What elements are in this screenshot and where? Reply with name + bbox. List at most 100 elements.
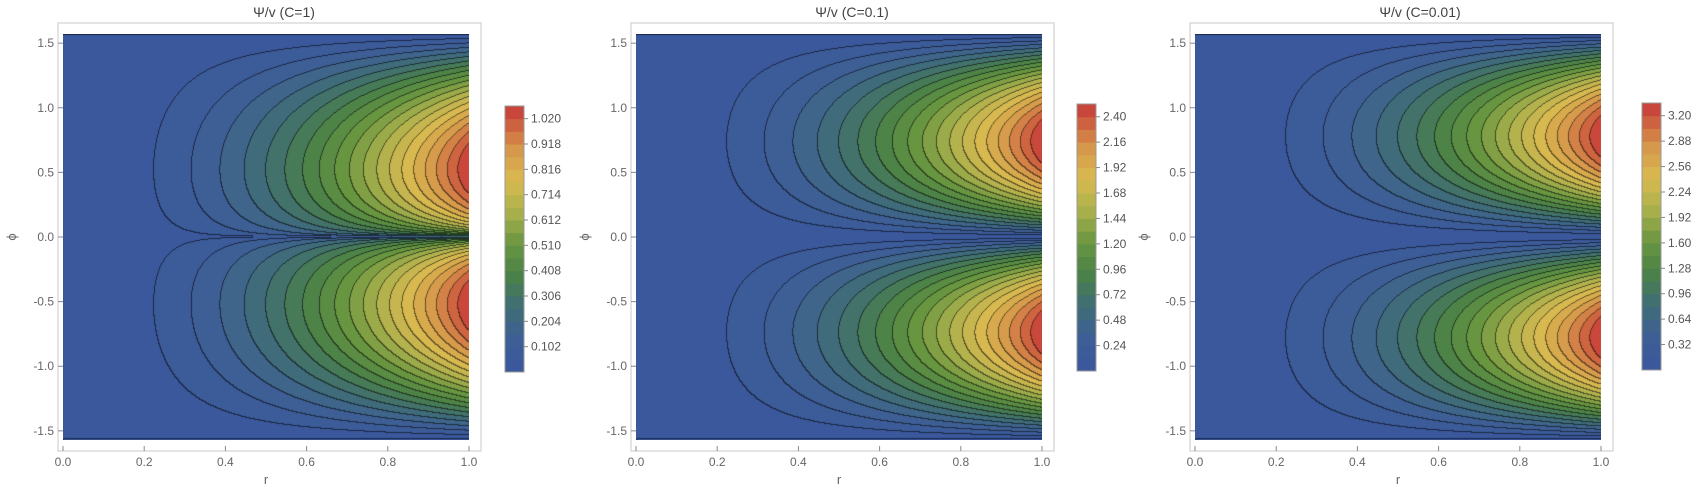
colorbar-band [505, 207, 524, 221]
colorbar-band [505, 258, 524, 272]
colorbar-band [505, 283, 524, 297]
y-tick-label: 0.5 [610, 165, 627, 179]
colorbar-band [1642, 141, 1661, 155]
colorbar-band [505, 359, 524, 373]
x-axis-label: r [837, 472, 842, 487]
colorbar-frame [1641, 102, 1662, 371]
colorbar-band [1077, 154, 1096, 169]
contour-field [63, 34, 469, 440]
x-tick-label: 0.6 [871, 455, 888, 469]
y-tick-label: -0.5 [606, 295, 627, 309]
colorbar-band [1642, 242, 1661, 257]
x-tick-label: 1.0 [1593, 455, 1610, 469]
y-tick-label: -1.0 [1165, 359, 1186, 373]
colorbar-band [505, 118, 524, 132]
y-tick-label: 0.0 [37, 230, 54, 244]
colorbar-tick-label: 0.32 [1668, 338, 1692, 352]
colorbar-band [1642, 179, 1661, 193]
colorbar-band [1642, 153, 1661, 168]
y-tick-label: -1.0 [606, 359, 627, 373]
colorbar-band [1077, 243, 1096, 258]
colorbar-tick-label: 0.408 [531, 264, 561, 278]
colorbar-band [1077, 231, 1096, 245]
colorbar-tick-label: 0.204 [531, 314, 561, 328]
y-axis-label: ϕ [1136, 233, 1151, 240]
y-axis: -1.5 -1.0 -0.5 0.0 0.5 1.0 1.5 [1165, 36, 1195, 438]
colorbar-band [505, 182, 524, 196]
colorbar-band [1642, 192, 1661, 206]
colorbar-tick-label: 0.96 [1668, 287, 1692, 301]
colorbar-tick-label: 0.306 [531, 289, 561, 303]
x-axis-label: r [1396, 472, 1401, 487]
y-tick-label: 1.0 [1169, 101, 1186, 115]
colorbar-band [1077, 129, 1096, 143]
colorbar-tick-label: 1.020 [531, 112, 561, 126]
colorbar-band [505, 321, 524, 335]
colorbar-tick-label: 0.24 [1103, 339, 1127, 353]
x-axis: 0.0 0.2 0.4 0.6 0.8 1.0 [1187, 446, 1610, 469]
colorbar-tick-label: 0.816 [531, 162, 561, 176]
y-tick-label: -1.5 [1165, 424, 1186, 438]
x-tick-label: 0.0 [1187, 455, 1204, 469]
colorbar-band [1642, 115, 1661, 129]
colorbar-band [505, 106, 524, 120]
colorbar-band [1077, 180, 1096, 194]
y-tick-label: 0.0 [610, 230, 627, 244]
colorbar-band [505, 194, 524, 208]
colorbar: 0.32 0.64 0.96 1.28 1.60 1.92 2.24 2.56 2.88 3.20 [1641, 102, 1692, 371]
colorbar: 0.102 0.204 0.306 0.408 0.510 0.612 0.714 0.816… [504, 105, 561, 373]
x-axis-label: r [264, 472, 269, 487]
contour-field [1195, 34, 1601, 440]
x-tick-label: 0.2 [136, 455, 153, 469]
chart-panel-1: Ψ/v (C=1) 0.0 0.2 0.4 0.6 0.8 1.0 r -1.5 -1.0 -0.5… [4, 4, 561, 487]
colorbar-band [505, 296, 524, 310]
colorbar-tick-label: 0.72 [1103, 288, 1127, 302]
colorbar-band [1077, 320, 1096, 334]
y-tick-label: 0.5 [1169, 165, 1186, 179]
colorbar-band [1077, 205, 1096, 219]
colorbar-tick-label: 1.68 [1103, 186, 1127, 200]
colorbar-band [1077, 358, 1096, 372]
colorbar-band [1077, 256, 1096, 270]
x-tick-label: 0.0 [55, 455, 72, 469]
colorbar-band [1077, 332, 1096, 347]
colorbar-frame [504, 105, 525, 373]
x-tick-label: 0.8 [379, 455, 396, 469]
colorbar-band [1642, 268, 1661, 282]
colorbar-band [505, 131, 524, 145]
colorbar-band [1642, 103, 1661, 117]
y-tick-label: 0.5 [37, 165, 54, 179]
colorbar-band [505, 270, 524, 284]
colorbar-band [505, 245, 524, 259]
colorbar: 0.24 0.48 0.72 0.96 1.20 1.44 1.68 1.92 2.16 2.40 [1076, 103, 1127, 372]
x-axis: 0.0 0.2 0.4 0.6 0.8 1.0 [55, 446, 478, 469]
colorbar-tick-label: 2.88 [1668, 134, 1692, 148]
colorbar-band [1077, 104, 1096, 118]
y-axis: -1.5 -1.0 -0.5 0.0 0.5 1.0 1.5 [33, 36, 63, 438]
colorbar-band [1642, 331, 1661, 346]
y-tick-label: 1.5 [1169, 36, 1186, 50]
colorbar-tick-label: 0.714 [531, 188, 561, 202]
y-tick-label: 0.0 [1169, 230, 1186, 244]
colorbar-band [1642, 281, 1661, 295]
x-axis: 0.0 0.2 0.4 0.6 0.8 1.0 [628, 446, 1051, 469]
colorbar-band [1642, 306, 1661, 320]
colorbar-band [505, 156, 524, 170]
colorbar-band [1077, 294, 1096, 308]
colorbar-band [1642, 204, 1661, 218]
colorbar-band [1077, 218, 1096, 232]
colorbar-band [1077, 142, 1096, 156]
y-tick-label: 1.5 [610, 36, 627, 50]
colorbar-band [1077, 193, 1096, 207]
x-tick-label: 0.0 [628, 455, 645, 469]
y-tick-label: -1.5 [33, 424, 54, 438]
y-tick-label: -1.5 [606, 424, 627, 438]
x-tick-label: 1.0 [461, 455, 478, 469]
colorbar-tick-label: 1.28 [1668, 261, 1692, 275]
colorbar-tick-label: 1.60 [1668, 236, 1692, 250]
colorbar-band [1642, 230, 1661, 244]
colorbar-tick-label: 2.16 [1103, 135, 1127, 149]
colorbar-band [1077, 116, 1096, 130]
y-tick-label: -0.5 [1165, 295, 1186, 309]
x-tick-label: 0.8 [952, 455, 969, 469]
